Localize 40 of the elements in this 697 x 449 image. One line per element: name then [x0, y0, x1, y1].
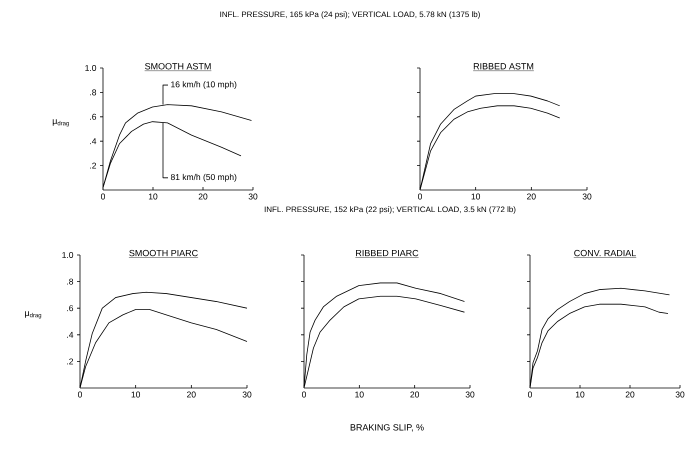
x-tick-label: 10: [355, 392, 364, 398]
y-tick-label: .8: [90, 89, 96, 96]
x-tick-label: 10: [132, 392, 140, 398]
x-tick-label: 10: [472, 194, 480, 200]
y-tick-label: .2: [90, 162, 96, 169]
chart-title: RIBBED PIARC: [356, 250, 418, 256]
x-tick-label: 0: [78, 392, 82, 398]
x-axis-title: BRAKING SLIP, %: [350, 424, 424, 432]
x-tick-label: 0: [528, 392, 532, 398]
chart-title: RIBBED ASTM: [474, 63, 534, 70]
y-tick-label: .4: [67, 332, 74, 338]
x-tick-label: 0: [302, 392, 306, 398]
x-tick-label: 20: [198, 194, 208, 200]
y-tick-label: 1.0: [62, 252, 74, 258]
x-tick-label: 0: [100, 194, 106, 200]
y-tick-label: .6: [67, 305, 74, 312]
y-tick-label: .2: [67, 358, 74, 364]
x-tick-label: 20: [527, 194, 536, 200]
x-tick-label: 30: [242, 392, 252, 398]
y-tick-label: .4: [90, 138, 96, 144]
x-tick-label: 20: [187, 392, 196, 398]
y-tick-label: .8: [67, 278, 74, 285]
x-tick-label: 30: [248, 194, 258, 200]
chart-title: SMOOTH PIARC: [129, 250, 198, 256]
x-tick-label: 10: [576, 392, 584, 398]
y-axis-title: μ$_{drag}$: [52, 119, 69, 126]
x-tick-label: 20: [626, 392, 634, 398]
x-tick-label: 30: [582, 194, 592, 200]
x-tick-label: 20: [410, 392, 420, 398]
chart-title: SMOOTH ASTM: [145, 63, 211, 70]
series-label: 16 km/h (10 mph): [171, 81, 236, 90]
y-tick-label: 1.0: [85, 65, 96, 71]
x-tick-label: 0: [418, 194, 422, 200]
y-axis-title: μ$_{drag}$: [25, 311, 42, 318]
x-tick-label: 10: [148, 194, 158, 200]
x-tick-label: 30: [676, 392, 684, 398]
x-tick-label: 30: [466, 392, 474, 398]
text: 81 km/h (50 mph): [170, 174, 236, 182]
y-tick-label: .6: [90, 114, 96, 120]
chart-title: CONV. RADIAL: [574, 250, 636, 256]
